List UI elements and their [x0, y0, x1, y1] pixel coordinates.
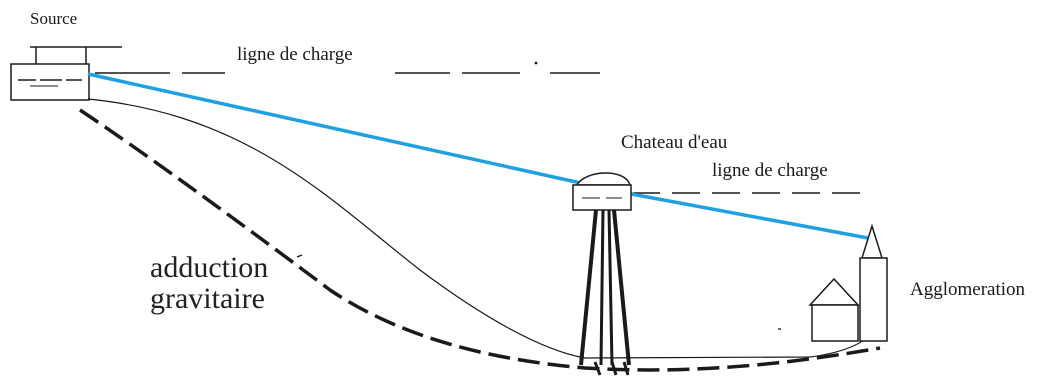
water-tower: [572, 172, 632, 376]
adduction-pipe: [79, 108, 881, 372]
water-tower-label: Chateau d'eau: [621, 132, 728, 153]
load-line-label-1: ligne de charge: [234, 45, 356, 64]
load-line-label-2: ligne de charge: [712, 160, 828, 181]
adduction-label: adduction: [150, 251, 269, 284]
piezometric-line: [87, 72, 869, 240]
stray-dot: [534, 61, 538, 65]
agglomeration-label: Agglomeration: [910, 279, 1026, 300]
agglomeration-buildings: [808, 223, 888, 342]
source-label: Source: [30, 9, 78, 28]
ground-profile: [87, 98, 871, 359]
source-reservoir: [10, 46, 122, 101]
stray-marks: [296, 254, 781, 330]
gravitaire-label: gravitaire: [150, 282, 265, 315]
